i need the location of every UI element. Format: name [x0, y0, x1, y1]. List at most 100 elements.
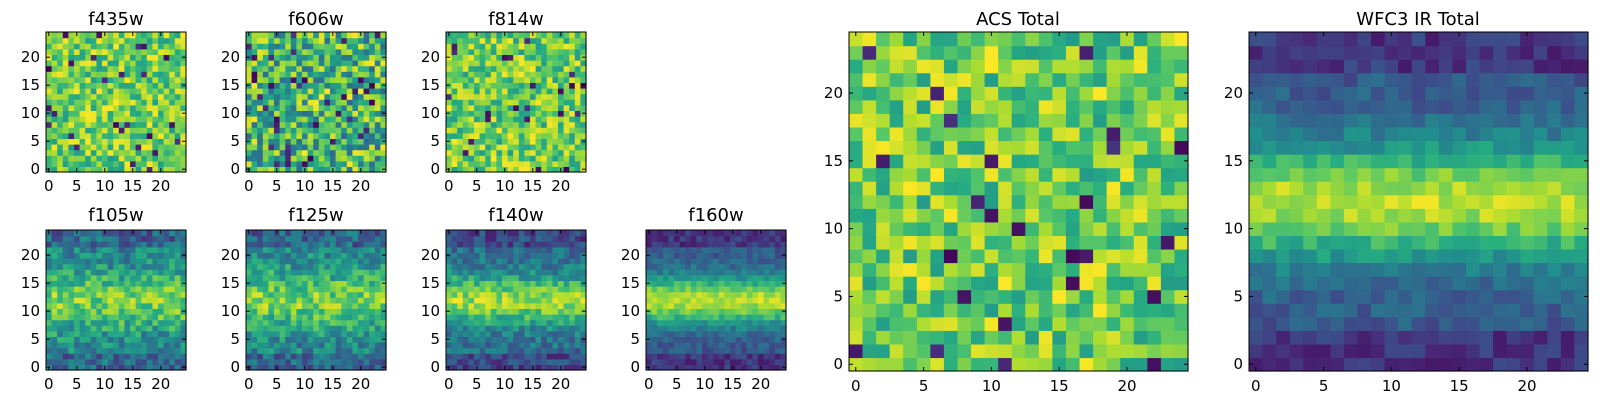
heatmap-cell	[324, 132, 331, 139]
heatmap-cell	[696, 308, 703, 315]
heatmap-cell	[451, 274, 458, 281]
heatmap-cell	[341, 82, 348, 89]
heatmap-cell	[285, 116, 292, 123]
heatmap-cell	[541, 71, 548, 78]
heatmap-cell	[135, 144, 142, 151]
heatmap-cell	[713, 319, 720, 326]
heatmap-cell	[380, 121, 387, 128]
heatmap-cell	[490, 319, 497, 326]
heatmap-cell	[496, 314, 503, 321]
heatmap-cell	[546, 353, 553, 360]
heatmap-cell	[558, 121, 565, 128]
heatmap-cell	[580, 93, 587, 100]
heatmap-cell	[485, 166, 492, 173]
heatmap-cell	[889, 221, 904, 236]
heatmap-cell	[313, 76, 320, 83]
heatmap-cell	[62, 353, 69, 360]
heatmap-cell	[251, 155, 258, 162]
heatmap-cell	[457, 104, 464, 111]
heatmap-cell	[251, 291, 258, 298]
heatmap-cell	[346, 138, 353, 145]
heatmap-cell	[1011, 303, 1026, 318]
heatmap-cell	[451, 241, 458, 248]
heatmap-cell	[74, 104, 81, 111]
heatmap-cell	[90, 235, 97, 242]
heatmap-cell	[485, 269, 492, 276]
heatmap-cell	[735, 241, 742, 248]
heatmap-cell	[569, 246, 576, 253]
heatmap-cell	[324, 104, 331, 111]
heatmap-cell	[769, 291, 776, 298]
heatmap-cell	[462, 263, 469, 270]
heatmap-cell	[535, 82, 542, 89]
heatmap-cell	[346, 149, 353, 156]
heatmap-cell	[51, 325, 58, 332]
heatmap-cell	[513, 121, 520, 128]
heatmap-cell	[118, 330, 125, 337]
heatmap-cell	[74, 252, 81, 259]
heatmap-cell	[96, 32, 103, 39]
heatmap-cell	[530, 291, 537, 298]
heatmap-cell	[971, 303, 986, 318]
heatmap-cell	[763, 241, 770, 248]
heatmap-cell	[285, 60, 292, 67]
heatmap-cell	[174, 127, 181, 134]
heatmap-cell	[57, 336, 64, 343]
heatmap-cell	[657, 342, 664, 349]
heatmap-cell	[268, 32, 275, 39]
heatmap-cell	[74, 258, 81, 265]
heatmap-cell	[268, 82, 275, 89]
heatmap-cell	[552, 330, 559, 337]
heatmap-cell	[546, 60, 553, 67]
heatmap-cell	[849, 208, 864, 223]
heatmap-cell	[180, 269, 187, 276]
heatmap-cell	[262, 54, 269, 61]
heatmap-cell	[257, 99, 264, 106]
heatmap-cell	[563, 127, 570, 134]
heatmap-cell	[1038, 303, 1053, 318]
heatmap-cell	[79, 37, 86, 44]
heatmap-cell	[718, 347, 725, 354]
heatmap-cell	[530, 160, 537, 167]
heatmap-cell	[479, 132, 486, 139]
heatmap-cell	[524, 138, 531, 145]
heatmap-cell	[279, 235, 286, 242]
heatmap-cell	[57, 127, 64, 134]
heatmap-cell	[474, 269, 481, 276]
heatmap-cell	[118, 54, 125, 61]
heatmap-cell	[702, 308, 709, 315]
heatmap-cell	[251, 138, 258, 145]
heatmap-cell	[474, 82, 481, 89]
heatmap-cell	[930, 235, 945, 250]
heatmap-cell	[90, 302, 97, 309]
heatmap-cell	[102, 149, 109, 156]
axes-frame	[45, 31, 187, 173]
heatmap-cell	[369, 297, 376, 304]
heatmap-cell	[51, 149, 58, 156]
heatmap-cell	[152, 43, 159, 50]
heatmap-cell	[457, 246, 464, 253]
heatmap-cell	[96, 149, 103, 156]
x-tick-label: 5	[272, 375, 282, 393]
heatmap-cell	[118, 132, 125, 139]
heatmap-cell	[358, 110, 365, 117]
panel-f814w: f814w 0 5 10 15 20 0 5 10 15 20	[421, 9, 587, 195]
heatmap-cell	[341, 297, 348, 304]
heatmap-cell	[57, 364, 64, 371]
heatmap-cell	[580, 330, 587, 337]
heatmap-cell	[574, 353, 581, 360]
heatmap-cell	[696, 286, 703, 293]
heatmap-cell	[330, 342, 337, 349]
heatmap-cell	[335, 274, 342, 281]
heatmap-cell	[90, 319, 97, 326]
heatmap-cell	[113, 76, 120, 83]
heatmap-cell	[971, 262, 986, 277]
heatmap-cell	[135, 235, 142, 242]
heatmap-cell	[513, 246, 520, 253]
heatmap-cell	[174, 76, 181, 83]
heatmap-cell	[313, 286, 320, 293]
heatmap-cell	[330, 149, 337, 156]
heatmap-cell	[313, 121, 320, 128]
heatmap-cell	[324, 235, 331, 242]
heatmap-cell	[580, 314, 587, 321]
